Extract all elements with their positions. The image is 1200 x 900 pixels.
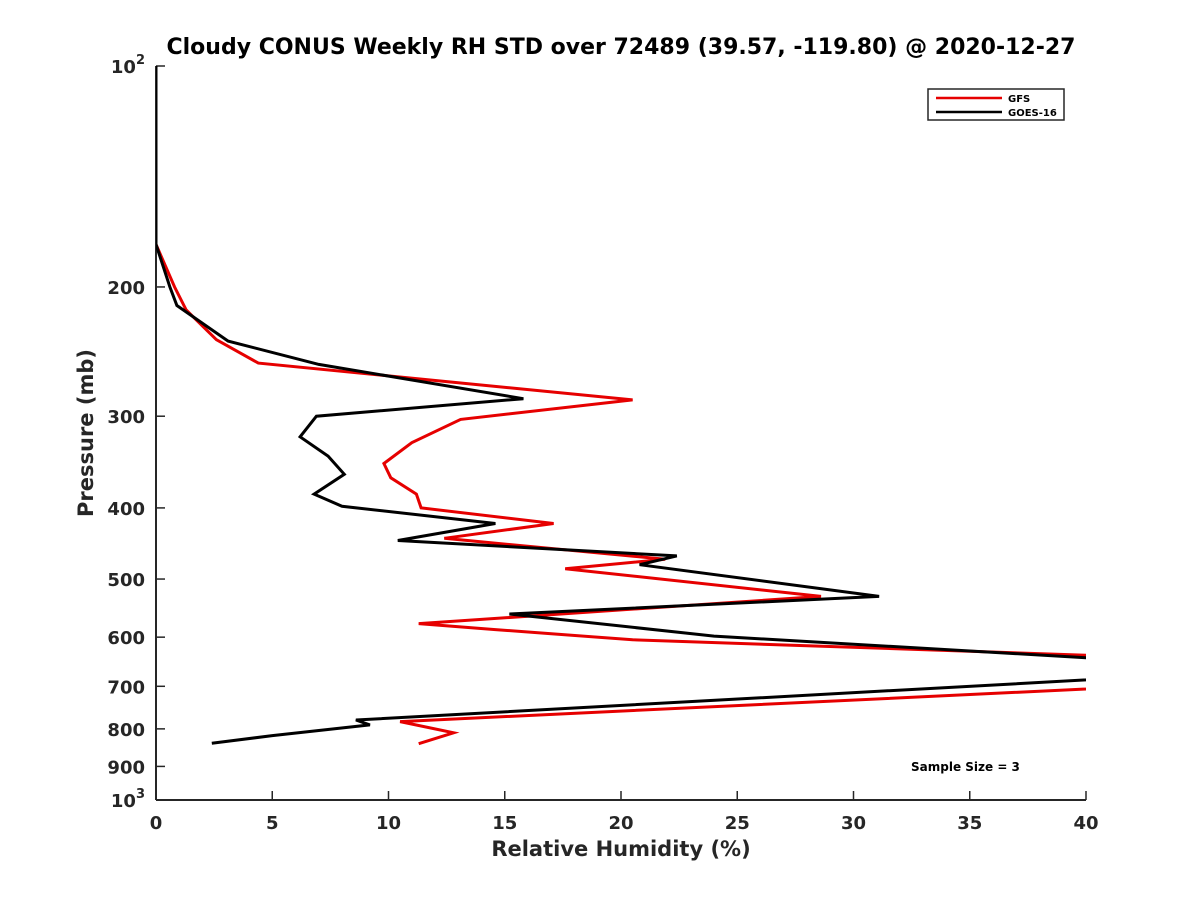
y-tick-label: 600 <box>107 628 145 649</box>
y-tick-label: 800 <box>107 720 145 741</box>
x-tick-label: 10 <box>376 813 401 834</box>
y-tick-label: 500 <box>107 570 145 591</box>
series-line-gfs-lower <box>399 687 1086 746</box>
x-tick-label: 30 <box>841 813 866 834</box>
y-tick-label: 300 <box>107 407 145 428</box>
x-tick-label: 20 <box>608 813 633 834</box>
y-tick-label-power: 102 <box>111 53 145 78</box>
sample-size-annotation: Sample Size = 3 <box>911 760 1020 774</box>
y-tick-label: 200 <box>107 278 145 299</box>
legend-label-gfs: GFS <box>1008 94 1030 105</box>
x-tick-group: 0 5 10 15 20 25 30 35 40 <box>150 791 1099 834</box>
chart-title: Cloudy CONUS Weekly RH STD over 72489 (3… <box>167 35 1076 60</box>
y-tick-exponent: 2 <box>136 53 145 68</box>
series-line-goes-16 <box>156 66 1086 660</box>
x-axis-label: Relative Humidity (%) <box>491 837 750 861</box>
y-tick-base: 10 <box>111 57 136 78</box>
y-tick-exponent: 3 <box>136 787 145 802</box>
plot-axes <box>155 66 1086 801</box>
y-tick-label: 900 <box>107 757 145 778</box>
x-tick-label: 15 <box>492 813 517 834</box>
x-tick-label: 40 <box>1073 813 1098 834</box>
x-tick-label: 0 <box>150 813 163 834</box>
x-tick-label: 35 <box>957 813 982 834</box>
legend: GFS GOES-16 <box>927 88 1065 121</box>
x-tick-label: 25 <box>725 813 750 834</box>
legend-box <box>927 88 1065 121</box>
series-line-gfs <box>156 66 1086 657</box>
y-tick-label-power: 103 <box>111 787 145 812</box>
series-layer <box>156 66 1086 746</box>
y-tick-label: 400 <box>107 499 145 520</box>
x-tick-label: 5 <box>266 813 279 834</box>
series-line-goes-16-lower <box>211 678 1086 745</box>
y-tick-label: 700 <box>107 677 145 698</box>
y-axis-label: Pressure (mb) <box>74 349 98 517</box>
y-tick-base: 10 <box>111 791 136 812</box>
legend-label-goes-16: GOES-16 <box>1008 108 1057 119</box>
